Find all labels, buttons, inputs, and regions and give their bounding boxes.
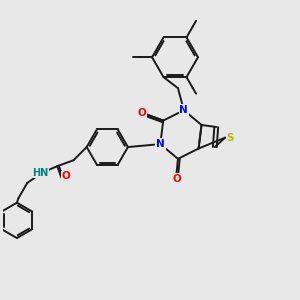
Text: N: N — [156, 139, 165, 149]
Text: S: S — [226, 133, 234, 142]
Text: HN: HN — [32, 168, 49, 178]
Text: O: O — [172, 174, 181, 184]
Text: O: O — [61, 171, 70, 181]
Text: O: O — [138, 108, 146, 118]
Text: N: N — [179, 105, 188, 115]
